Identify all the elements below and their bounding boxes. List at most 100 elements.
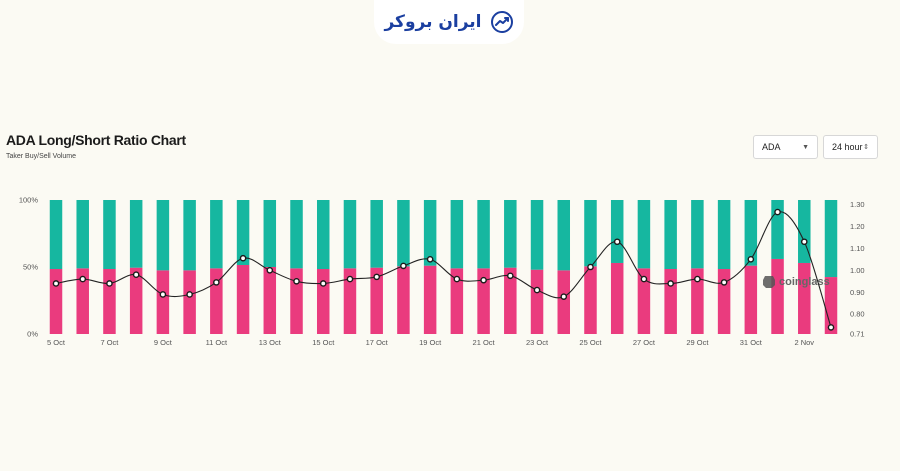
x-tick: 7 Oct <box>100 338 119 347</box>
bar-short <box>504 200 517 268</box>
bar-long <box>637 268 651 334</box>
x-tick: 27 Oct <box>633 338 656 347</box>
ratio-point <box>132 271 140 278</box>
up-down-arrows-icon: ⇕ <box>863 144 869 151</box>
x-axis: 5 Oct 7 Oct 9 Oct 11 Oct 13 Oct 15 Oct 17 Oct 1… <box>47 338 814 347</box>
ratio-point <box>346 275 354 283</box>
bar-short <box>49 200 63 270</box>
bar-short <box>824 200 838 278</box>
y-right-tick: 1.00 <box>850 266 865 275</box>
ratio-point <box>774 208 781 216</box>
y-right-tick: 0.90 <box>850 288 865 297</box>
bar-short <box>530 200 544 270</box>
ratio-point <box>373 273 380 281</box>
bar-long <box>103 269 116 334</box>
bar-short <box>584 200 597 267</box>
y-left-tick: 100% <box>19 196 39 205</box>
symbol-select[interactable]: ADA ▼ <box>753 135 818 159</box>
brand-name: ایران بروکر <box>384 12 482 32</box>
bar-long <box>798 262 811 334</box>
bar-long <box>691 268 704 334</box>
bar-short <box>744 200 758 266</box>
y-left-tick: 50% <box>23 263 38 272</box>
ratio-point <box>507 272 514 280</box>
x-tick: 17 Oct <box>366 338 389 347</box>
ratio-point <box>293 277 300 285</box>
bar-short <box>156 200 170 271</box>
x-tick: 31 Oct <box>740 338 763 347</box>
bar-long <box>316 269 330 334</box>
ratio-point <box>426 256 434 263</box>
ratio-point <box>720 279 728 286</box>
ratio-point <box>533 286 541 294</box>
x-tick: 23 Oct <box>526 338 549 347</box>
bar-short <box>210 200 223 269</box>
bar-short <box>610 200 624 263</box>
bar-long <box>49 269 63 334</box>
interval-select[interactable]: 24 hour ⇕ <box>823 135 878 159</box>
bar-short <box>183 200 196 271</box>
bars-group <box>49 200 838 334</box>
bar-long <box>236 264 250 334</box>
ratio-point <box>213 279 220 286</box>
bar-long <box>423 265 437 334</box>
bar-long <box>343 268 357 334</box>
ratio-point <box>667 280 674 287</box>
ratio-point <box>694 275 701 283</box>
chart-subtitle: Taker Buy/Sell Volume <box>6 153 77 160</box>
watermark-text: coinglass <box>779 276 830 288</box>
bar-short <box>637 200 651 269</box>
y-right-tick: 1.10 <box>850 244 865 253</box>
bar-long <box>76 268 89 334</box>
x-tick: 2 Nov <box>794 338 814 347</box>
ratio-point <box>747 256 755 263</box>
bar-short <box>290 200 303 269</box>
bar-long <box>477 268 490 334</box>
bar-short <box>798 200 811 263</box>
ratio-point <box>640 275 648 283</box>
x-tick: 9 Oct <box>154 338 173 347</box>
x-tick: 19 Oct <box>419 338 442 347</box>
y-right-tick: 0.80 <box>850 310 865 319</box>
x-tick: 15 Oct <box>312 338 335 347</box>
x-tick: 13 Oct <box>259 338 282 347</box>
x-tick: 29 Oct <box>686 338 709 347</box>
bar-long <box>450 268 464 334</box>
bar-short <box>316 200 330 270</box>
x-tick: 5 Oct <box>47 338 66 347</box>
left-axis: 0% 50% 100% <box>19 196 39 339</box>
bar-long <box>557 270 571 334</box>
ratio-point <box>106 280 113 287</box>
ratio-point <box>79 275 87 283</box>
ratio-point <box>239 254 247 262</box>
ratio-point <box>400 262 407 270</box>
ratio-point <box>186 291 193 298</box>
symbol-select-value: ADA <box>762 142 781 152</box>
bar-long <box>610 262 624 334</box>
y-right-tick: 1.30 <box>850 200 865 209</box>
bar-short <box>423 200 437 266</box>
chart-title: ADA Long/Short Ratio Chart <box>6 132 186 148</box>
ratio-point <box>587 263 594 271</box>
x-tick: 11 Oct <box>206 338 228 347</box>
y-right-tick: 1.20 <box>850 222 865 231</box>
bar-long <box>183 270 196 334</box>
bar-short <box>343 200 357 269</box>
bar-long <box>664 269 677 334</box>
ratio-point <box>319 280 327 287</box>
ratio-point <box>453 275 461 283</box>
bar-short <box>129 200 143 268</box>
bar-long <box>370 267 383 334</box>
bar-long <box>129 267 143 334</box>
brand-tab: ایران بروکر <box>374 0 524 44</box>
ratio-point <box>560 293 568 300</box>
ratio-line <box>55 211 832 328</box>
ratio-point <box>52 280 60 287</box>
bar-long <box>290 268 303 334</box>
bar-long <box>584 266 597 334</box>
x-tick: 25 Oct <box>579 338 602 347</box>
bar-long <box>744 265 758 334</box>
ratio-point <box>159 291 167 298</box>
x-tick: 21 Oct <box>473 338 496 347</box>
y-left-tick: 0% <box>27 330 38 339</box>
